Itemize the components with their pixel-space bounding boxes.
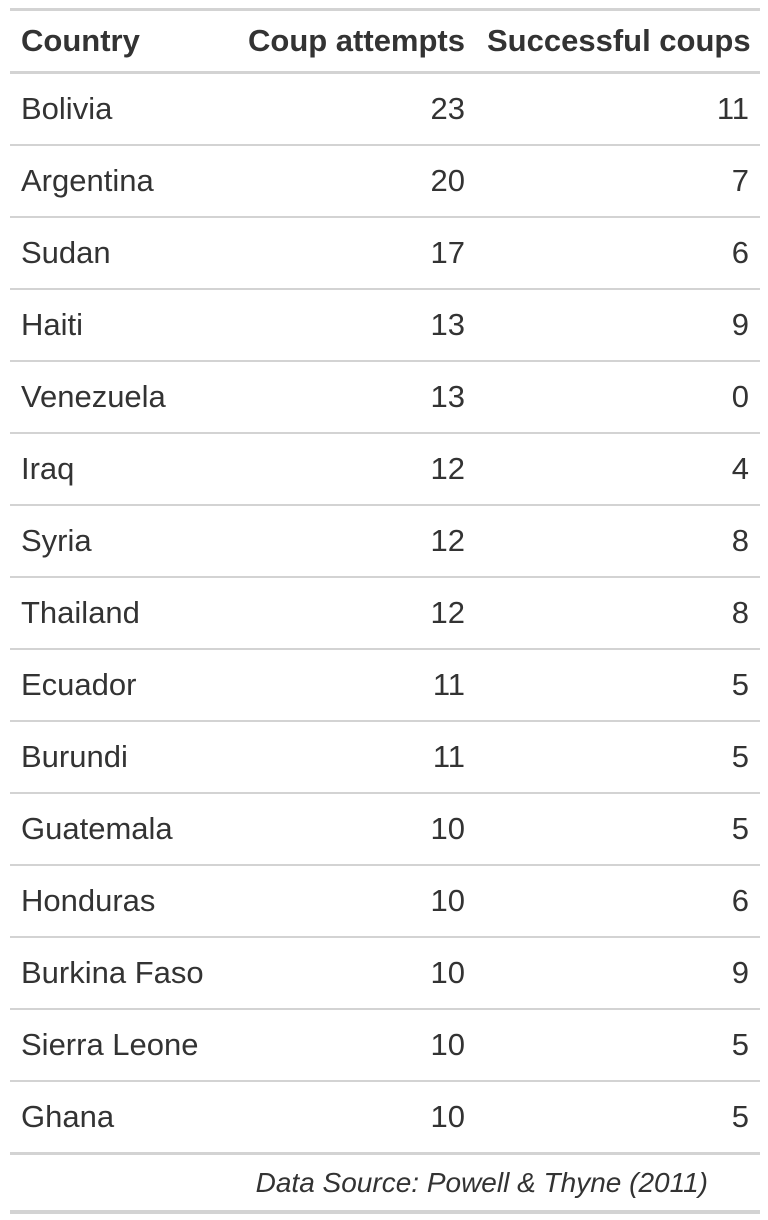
table-header: Country Coup attempts Successful coups <box>10 9 760 74</box>
successful-coups-cell: 5 <box>476 649 760 722</box>
successful-coups-cell: 6 <box>476 217 760 290</box>
coup-attempts-cell: 13 <box>226 361 476 434</box>
header-row: Country Coup attempts Successful coups <box>10 9 760 74</box>
coup-attempts-cell: 10 <box>226 865 476 938</box>
table-row: Guatemala 10 5 <box>10 793 760 866</box>
table-row: Bolivia 23 11 <box>10 72 760 146</box>
country-cell: Sierra Leone <box>10 1009 226 1082</box>
successful-coups-cell: 5 <box>476 1009 760 1082</box>
country-cell: Iraq <box>10 433 226 506</box>
coup-attempts-cell: 17 <box>226 217 476 290</box>
table-row: Iraq 12 4 <box>10 433 760 506</box>
table-row: Burundi 11 5 <box>10 721 760 794</box>
table-row: Honduras 10 6 <box>10 865 760 938</box>
coup-attempts-cell: 12 <box>226 505 476 578</box>
successful-coups-cell: 11 <box>476 72 760 146</box>
table-row: Sierra Leone 10 5 <box>10 1009 760 1082</box>
table-row: Sudan 17 6 <box>10 217 760 290</box>
country-cell: Burundi <box>10 721 226 794</box>
coup-attempts-cell: 23 <box>226 72 476 146</box>
table-row: Thailand 12 8 <box>10 577 760 650</box>
column-header-successful-coups: Successful coups <box>476 9 760 74</box>
successful-coups-cell: 5 <box>476 721 760 794</box>
table-body: Bolivia 23 11 Argentina 20 7 Sudan 17 6 Haiti 13 9 V… <box>10 72 760 1155</box>
coup-attempts-cell: 12 <box>226 577 476 650</box>
coup-attempts-cell: 10 <box>226 1081 476 1155</box>
country-cell: Thailand <box>10 577 226 650</box>
successful-coups-cell: 6 <box>476 865 760 938</box>
coup-table-container: Country Coup attempts Successful coups B… <box>10 8 760 1214</box>
coup-table: Country Coup attempts Successful coups B… <box>10 8 760 1155</box>
coup-attempts-cell: 13 <box>226 289 476 362</box>
table-row: Burkina Faso 10 9 <box>10 937 760 1010</box>
coup-attempts-cell: 12 <box>226 433 476 506</box>
country-cell: Burkina Faso <box>10 937 226 1010</box>
country-cell: Argentina <box>10 145 226 218</box>
successful-coups-cell: 7 <box>476 145 760 218</box>
successful-coups-cell: 0 <box>476 361 760 434</box>
coup-attempts-cell: 20 <box>226 145 476 218</box>
country-cell: Sudan <box>10 217 226 290</box>
successful-coups-cell: 5 <box>476 1081 760 1155</box>
table-row: Syria 12 8 <box>10 505 760 578</box>
country-cell: Haiti <box>10 289 226 362</box>
successful-coups-cell: 9 <box>476 289 760 362</box>
coup-attempts-cell: 10 <box>226 793 476 866</box>
successful-coups-cell: 8 <box>476 505 760 578</box>
table-row: Ecuador 11 5 <box>10 649 760 722</box>
source-note: Data Source: Powell & Thyne (2011) <box>10 1155 760 1214</box>
successful-coups-cell: 8 <box>476 577 760 650</box>
successful-coups-cell: 4 <box>476 433 760 506</box>
table-row: Venezuela 13 0 <box>10 361 760 434</box>
country-cell: Ecuador <box>10 649 226 722</box>
coup-attempts-cell: 11 <box>226 649 476 722</box>
coup-attempts-cell: 10 <box>226 937 476 1010</box>
country-cell: Honduras <box>10 865 226 938</box>
column-header-coup-attempts: Coup attempts <box>226 9 476 74</box>
table-row: Argentina 20 7 <box>10 145 760 218</box>
country-cell: Ghana <box>10 1081 226 1155</box>
successful-coups-cell: 5 <box>476 793 760 866</box>
table-row: Ghana 10 5 <box>10 1081 760 1155</box>
table-row: Haiti 13 9 <box>10 289 760 362</box>
country-cell: Guatemala <box>10 793 226 866</box>
country-cell: Bolivia <box>10 72 226 146</box>
coup-attempts-cell: 10 <box>226 1009 476 1082</box>
coup-attempts-cell: 11 <box>226 721 476 794</box>
country-cell: Venezuela <box>10 361 226 434</box>
country-cell: Syria <box>10 505 226 578</box>
column-header-country: Country <box>10 9 226 74</box>
successful-coups-cell: 9 <box>476 937 760 1010</box>
